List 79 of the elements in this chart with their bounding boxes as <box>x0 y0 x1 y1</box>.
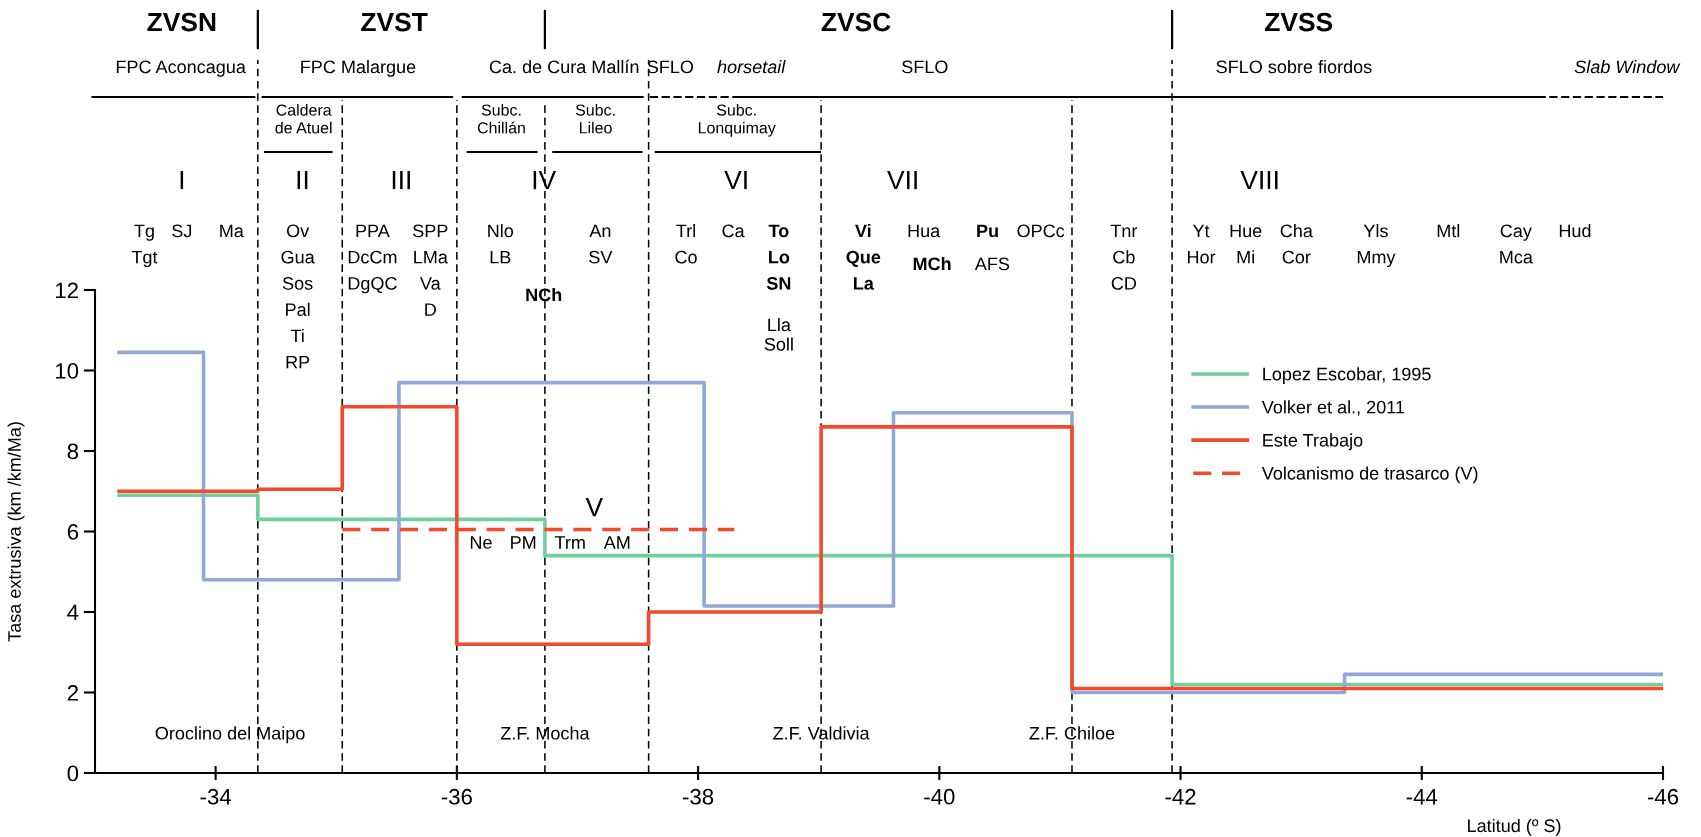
annotation: SPP LMa Va D <box>413 224 448 316</box>
text: III <box>392 170 410 190</box>
text: Tnr Cb CD <box>1110 224 1138 290</box>
text: II <box>297 170 308 190</box>
text: ZVSN <box>147 12 216 32</box>
annotation: V <box>585 498 604 517</box>
text: VII <box>887 170 917 190</box>
annotation: Oroclino del Maipo <box>155 726 305 744</box>
text: ZVST <box>361 12 428 32</box>
text: horsetail <box>717 60 786 74</box>
text: Caldera de Atuel <box>275 104 332 134</box>
text: Ca <box>722 224 745 238</box>
y-tick-label: 2 <box>67 685 78 701</box>
text: To Lo SN <box>766 224 791 290</box>
x-tick-label: -38 <box>683 788 714 805</box>
legend-label: Volcanismo de trasarco (V) <box>1261 466 1478 484</box>
text: Subc. Chillán <box>477 104 525 134</box>
text: AFS <box>974 257 1010 271</box>
annotation: AM <box>603 536 630 549</box>
annotation: Ne <box>470 536 492 549</box>
text: ZVSS <box>1265 12 1333 32</box>
text: Pu <box>977 224 998 238</box>
text: Ca. de Cura Mallín <box>489 59 639 74</box>
text: Cha Cor <box>1280 224 1313 264</box>
x-tick-label: -44 <box>1406 789 1438 805</box>
x-tick-label: -46 <box>1647 788 1679 805</box>
legend-label: Este Trabajo <box>1263 433 1363 451</box>
legend-label: Volker et al., 2011 <box>1261 400 1405 416</box>
text: Cay Mca <box>1500 224 1533 264</box>
annotation: PPA DcCm DgQC <box>348 224 397 294</box>
annotation: Lla Soll <box>764 318 793 351</box>
y-tick-label: 12 <box>56 282 78 299</box>
x-axis-title: Latitud (º S) <box>1468 818 1561 836</box>
annotation: Ov Gua Sos Pal Ti RP <box>281 224 315 369</box>
y-tick-label: 10 <box>56 363 79 379</box>
x-tick-label: -34 <box>200 788 232 805</box>
text: SFLO <box>647 60 694 74</box>
legend-label: Lopez Escobar, 1995 <box>1263 367 1431 385</box>
annotation: PM <box>511 536 536 549</box>
annotation: NCh <box>526 288 562 302</box>
text: An SV <box>589 224 613 264</box>
annotation: Z.F. Chiloe <box>1029 726 1115 740</box>
text: Subc. Lonquimay <box>698 104 776 137</box>
annotation: Trm <box>554 536 585 549</box>
text: FPC Malargue <box>301 60 416 77</box>
y-tick-label: 4 <box>67 604 79 621</box>
text: Nlo LB <box>488 224 514 264</box>
text: MCh <box>913 257 951 271</box>
text: Hue Mi <box>1230 224 1262 264</box>
text: Tg Tgt <box>131 224 158 268</box>
annotation: Z.F. Valdivia <box>773 726 870 740</box>
text: VIII <box>1240 170 1278 190</box>
annotation: Z.F. Mocha <box>500 726 590 740</box>
text: OPCc <box>1017 224 1065 238</box>
text: FPC Aconcagua <box>116 60 246 77</box>
text: SFLO <box>902 60 948 74</box>
y-tick-label: 8 <box>67 443 79 460</box>
text: Subc. Lileo <box>575 104 615 134</box>
text: ZVSC <box>821 12 891 32</box>
y-axis-title: Tasa extrusiva (km /km/Ma) <box>7 422 25 642</box>
text: IV <box>533 170 557 190</box>
text: VI <box>724 170 747 190</box>
text: SJ <box>172 224 192 238</box>
text: Trl Co <box>675 224 697 264</box>
y-tick-label: 0 <box>67 765 79 782</box>
x-tick-label: -42 <box>1165 788 1196 805</box>
x-tick-label: -36 <box>441 788 472 805</box>
text: SFLO sobre fiordos <box>1216 60 1372 74</box>
text: I <box>180 170 184 190</box>
text: Yt Hor <box>1187 224 1216 264</box>
text: Hud <box>1559 224 1591 238</box>
x-tick-label: -40 <box>924 788 955 805</box>
text: Ma <box>220 224 244 238</box>
y-tick-label: 6 <box>67 524 79 540</box>
text: Hua <box>908 224 941 238</box>
text: Mtl <box>1437 224 1460 238</box>
text: Slab Window <box>1574 60 1681 74</box>
text: Yls Mmy <box>1357 224 1396 268</box>
text: Vi Que La <box>846 224 881 290</box>
